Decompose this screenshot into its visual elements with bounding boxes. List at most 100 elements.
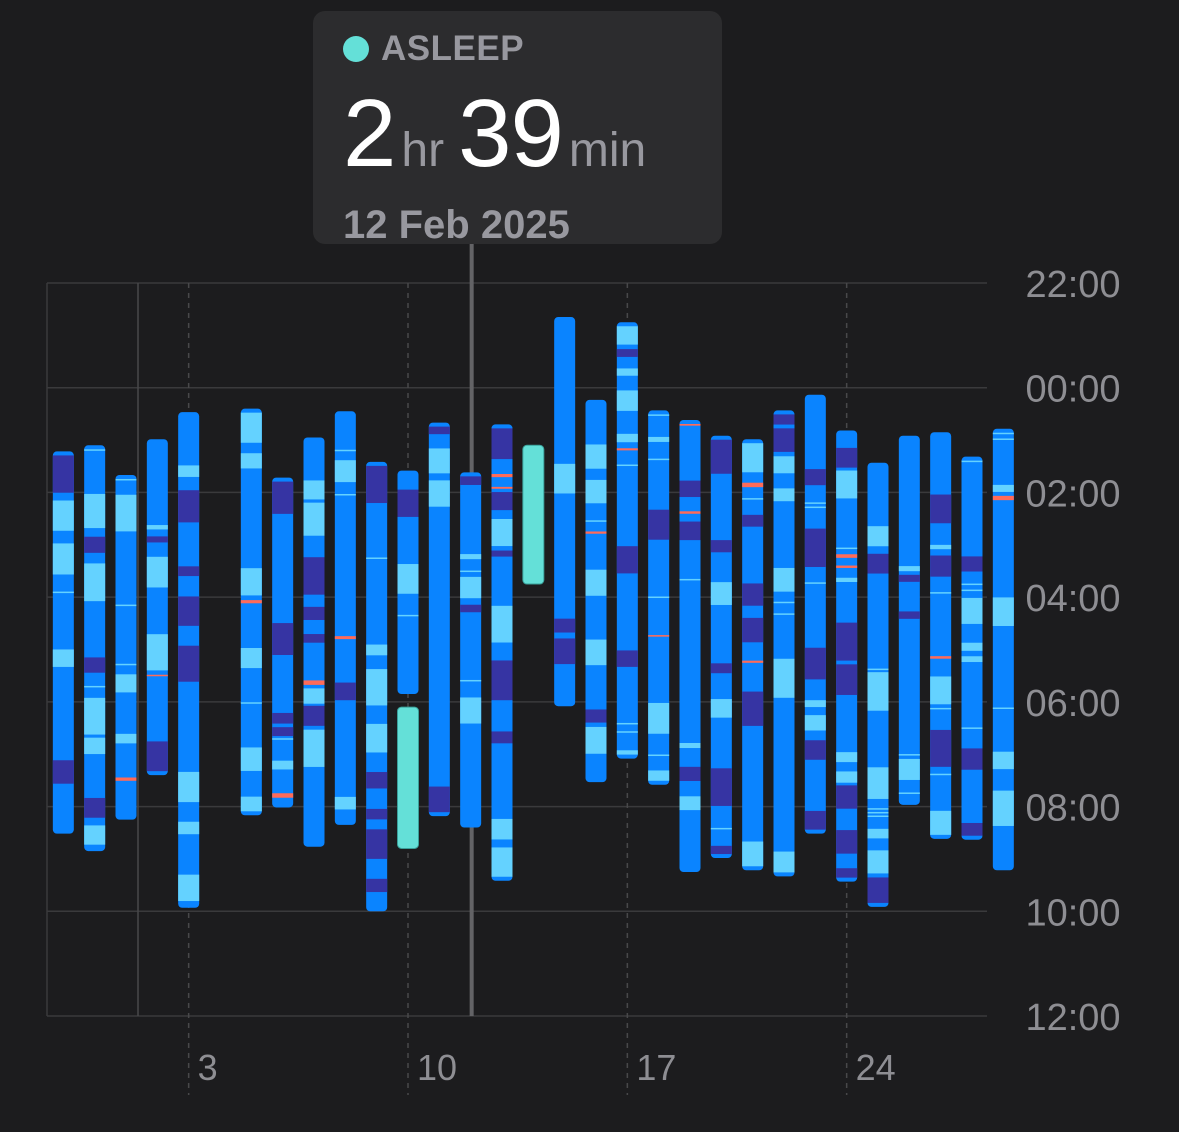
deep-stage-segment	[178, 646, 199, 682]
awake-stage-segment	[116, 778, 137, 781]
awake-stage-segment	[742, 483, 763, 487]
y-tick-label: 12:00	[1025, 997, 1120, 1039]
tooltip-hours: 2	[343, 80, 395, 187]
deep-stage-segment	[742, 618, 763, 642]
night-bar	[899, 436, 920, 805]
deep-stage-segment	[272, 482, 293, 514]
deep-stage-segment	[899, 575, 920, 582]
rem-stage-segment	[84, 563, 105, 601]
rem-stage-segment	[241, 568, 262, 595]
y-tick-label: 10:00	[1025, 892, 1120, 934]
deep-stage-segment	[805, 740, 826, 759]
rem-stage-segment	[648, 703, 669, 734]
deep-stage-segment	[366, 879, 387, 892]
rem-stage-segment	[836, 578, 857, 582]
rem-stage-segment	[648, 597, 669, 599]
rem-stage-segment	[116, 674, 137, 692]
night-bar	[742, 439, 763, 870]
deep-stage-segment	[492, 551, 513, 557]
rem-stage-segment	[84, 494, 105, 528]
rem-stage-segment	[241, 648, 262, 668]
rem-stage-segment	[84, 686, 105, 688]
rem-stage-segment	[116, 495, 137, 532]
night-bar	[930, 432, 951, 839]
night-bar	[460, 472, 481, 827]
deep-stage-segment	[836, 830, 857, 854]
rem-stage-segment	[335, 450, 356, 452]
rem-stage-segment	[304, 480, 325, 499]
rem-stage-segment	[241, 702, 262, 704]
rem-stage-segment	[774, 602, 795, 604]
rem-stage-segment	[962, 461, 983, 463]
x-tick-label: 24	[856, 1047, 896, 1088]
rem-stage-segment	[272, 738, 293, 740]
rem-stage-segment	[178, 772, 199, 802]
rem-stage-segment	[586, 520, 607, 522]
awake-stage-segment	[492, 474, 513, 477]
rem-stage-segment	[774, 852, 795, 873]
rem-stage-segment	[711, 582, 732, 605]
deep-stage-segment	[429, 427, 450, 435]
deep-stage-segment	[84, 537, 105, 553]
rem-stage-segment	[962, 590, 983, 592]
rem-stage-segment	[460, 571, 481, 573]
rem-stage-segment	[899, 759, 920, 780]
deep-stage-segment	[836, 664, 857, 695]
awake-stage-segment	[272, 793, 293, 797]
rem-stage-segment	[335, 494, 356, 496]
deep-stage-segment	[366, 809, 387, 819]
deep-stage-segment	[335, 683, 356, 701]
deep-stage-segment	[680, 522, 701, 541]
y-tick-label: 06:00	[1025, 683, 1120, 725]
deep-stage-segment	[930, 730, 951, 767]
rem-stage-segment	[460, 554, 481, 559]
rem-stage-segment	[962, 656, 983, 662]
awake-stage-segment	[586, 531, 607, 533]
rem-stage-segment	[429, 480, 450, 506]
rem-stage-segment	[241, 797, 262, 812]
rem-stage-segment	[774, 488, 795, 501]
rem-stage-segment	[836, 752, 857, 762]
rem-stage-segment	[241, 747, 262, 771]
rem-stage-segment	[993, 438, 1014, 440]
rem-stage-segment	[586, 444, 607, 468]
rem-stage-segment	[962, 643, 983, 651]
rem-stage-segment	[805, 700, 826, 707]
rem-stage-segment	[617, 723, 638, 725]
deep-stage-segment	[429, 787, 450, 813]
rem-stage-segment	[993, 752, 1014, 769]
rem-stage-segment	[617, 326, 638, 344]
deep-stage-segment	[554, 619, 575, 633]
rem-stage-segment	[836, 548, 857, 550]
awake-stage-segment	[680, 424, 701, 426]
deep-stage-segment	[272, 713, 293, 724]
night-bar	[617, 322, 638, 758]
deep-stage-segment	[617, 650, 638, 666]
tooltip-minutes-unit: min	[569, 124, 646, 177]
rem-stage-segment	[460, 697, 481, 723]
rem-stage-segment	[53, 501, 74, 531]
rem-stage-segment	[147, 557, 168, 588]
deep-stage-segment	[962, 823, 983, 836]
deep-stage-segment	[648, 510, 669, 540]
deep-stage-segment	[836, 785, 857, 808]
selection-tooltip: ASLEEP 2 hr 39 min 12 Feb 2025	[313, 11, 722, 244]
rem-stage-segment	[84, 738, 105, 754]
deep-stage-segment	[962, 556, 983, 571]
deep-stage-segment	[680, 481, 701, 497]
rem-stage-segment	[836, 771, 857, 782]
deep-stage-segment	[492, 731, 513, 743]
deep-stage-segment	[53, 455, 74, 492]
deep-stage-segment	[554, 638, 575, 664]
deep-stage-segment	[366, 829, 387, 859]
awake-stage-segment	[930, 656, 951, 659]
rem-stage-segment	[868, 669, 889, 671]
rem-stage-segment	[962, 727, 983, 729]
rem-stage-segment	[492, 847, 513, 876]
deep-stage-segment	[742, 583, 763, 605]
deep-stage-segment	[84, 798, 105, 818]
rem-stage-segment	[586, 640, 607, 666]
rem-stage-segment	[586, 570, 607, 596]
deep-stage-segment	[868, 877, 889, 902]
rem-stage-segment	[492, 519, 513, 546]
